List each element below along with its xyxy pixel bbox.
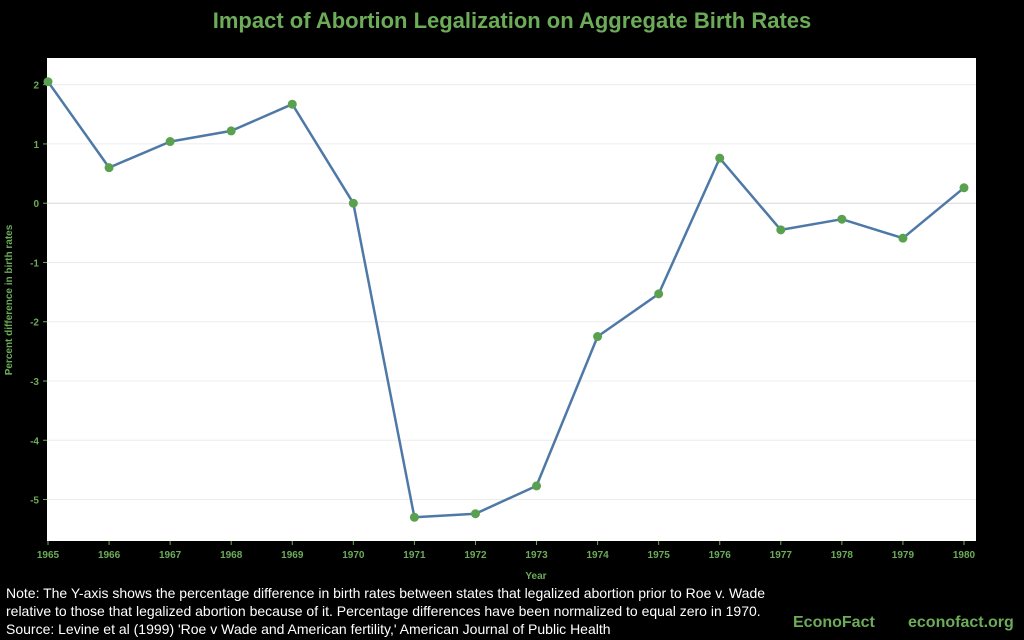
data-point[interactable]	[654, 289, 664, 299]
data-point[interactable]	[104, 163, 114, 173]
x-tick-label: 1966	[98, 550, 121, 561]
data-point[interactable]	[165, 137, 175, 147]
x-tick-label: 1979	[892, 550, 915, 561]
plot-area	[47, 58, 976, 541]
series-polyline	[46, 80, 965, 519]
x-tick-label: 1980	[953, 550, 976, 561]
note-line-1: Note: The Y-axis shows the percentage di…	[6, 585, 766, 601]
data-point[interactable]	[959, 183, 969, 193]
y-tick-label: -4	[30, 436, 39, 447]
data-point[interactable]	[226, 126, 236, 136]
data-point[interactable]	[837, 214, 847, 224]
data-point[interactable]	[409, 512, 419, 522]
x-tick-label: 1969	[281, 550, 304, 561]
note-line-2: relative to those that legalized abortio…	[6, 603, 761, 619]
x-tick-label: 1968	[220, 550, 243, 561]
x-tick-label: 1973	[525, 550, 548, 561]
gridlines	[47, 84, 976, 501]
y-tick-label: -3	[30, 377, 39, 388]
x-tick-label: 1976	[709, 550, 732, 561]
x-tick-label: 1975	[648, 550, 671, 561]
y-axis-ticks: 2 1 0 -1 -2 -3 -4 -5	[30, 81, 47, 507]
x-axis-label: Year	[525, 571, 546, 582]
y-tick-label: 2	[33, 81, 39, 92]
data-point[interactable]	[470, 509, 480, 519]
x-tick-label: 1974	[586, 550, 609, 561]
y-tick-label: -5	[30, 496, 39, 507]
y-axis-label: Percent difference in birth rates	[4, 224, 15, 375]
data-point[interactable]	[593, 332, 603, 342]
y-tick-label: -1	[30, 258, 39, 269]
x-tick-label: 1967	[159, 550, 182, 561]
data-point[interactable]	[776, 225, 786, 235]
data-point[interactable]	[715, 153, 725, 163]
data-point[interactable]	[532, 481, 542, 491]
data-point[interactable]	[287, 99, 297, 109]
series-points	[43, 77, 969, 522]
x-axis-ticks: 1965 1966 1967 1968 1969 1970 1971 1972 1973 1974…	[37, 541, 976, 561]
note-source: Source: Levine et al (1999) 'Roe v Wade …	[6, 621, 611, 637]
brand-name: EconoFact	[793, 614, 875, 631]
series-line	[46, 80, 965, 519]
brand-url: econofact.org	[908, 614, 1014, 631]
x-tick-label: 1970	[342, 550, 365, 561]
chart-title: Impact of Abortion Legalization on Aggre…	[212, 8, 812, 33]
x-tick-label: 1972	[464, 550, 487, 561]
x-tick-label: 1965	[37, 550, 60, 561]
data-point[interactable]	[348, 198, 358, 208]
x-tick-label: 1977	[770, 550, 793, 561]
x-tick-label: 1971	[403, 550, 426, 561]
y-tick-label: 0	[33, 199, 39, 210]
chart-note: Note: The Y-axis shows the percentage di…	[6, 584, 806, 638]
y-tick-label: -2	[30, 318, 39, 329]
data-point[interactable]	[43, 77, 53, 87]
y-tick-label: 1	[33, 140, 39, 151]
data-point[interactable]	[898, 233, 908, 243]
x-tick-label: 1978	[831, 550, 854, 561]
